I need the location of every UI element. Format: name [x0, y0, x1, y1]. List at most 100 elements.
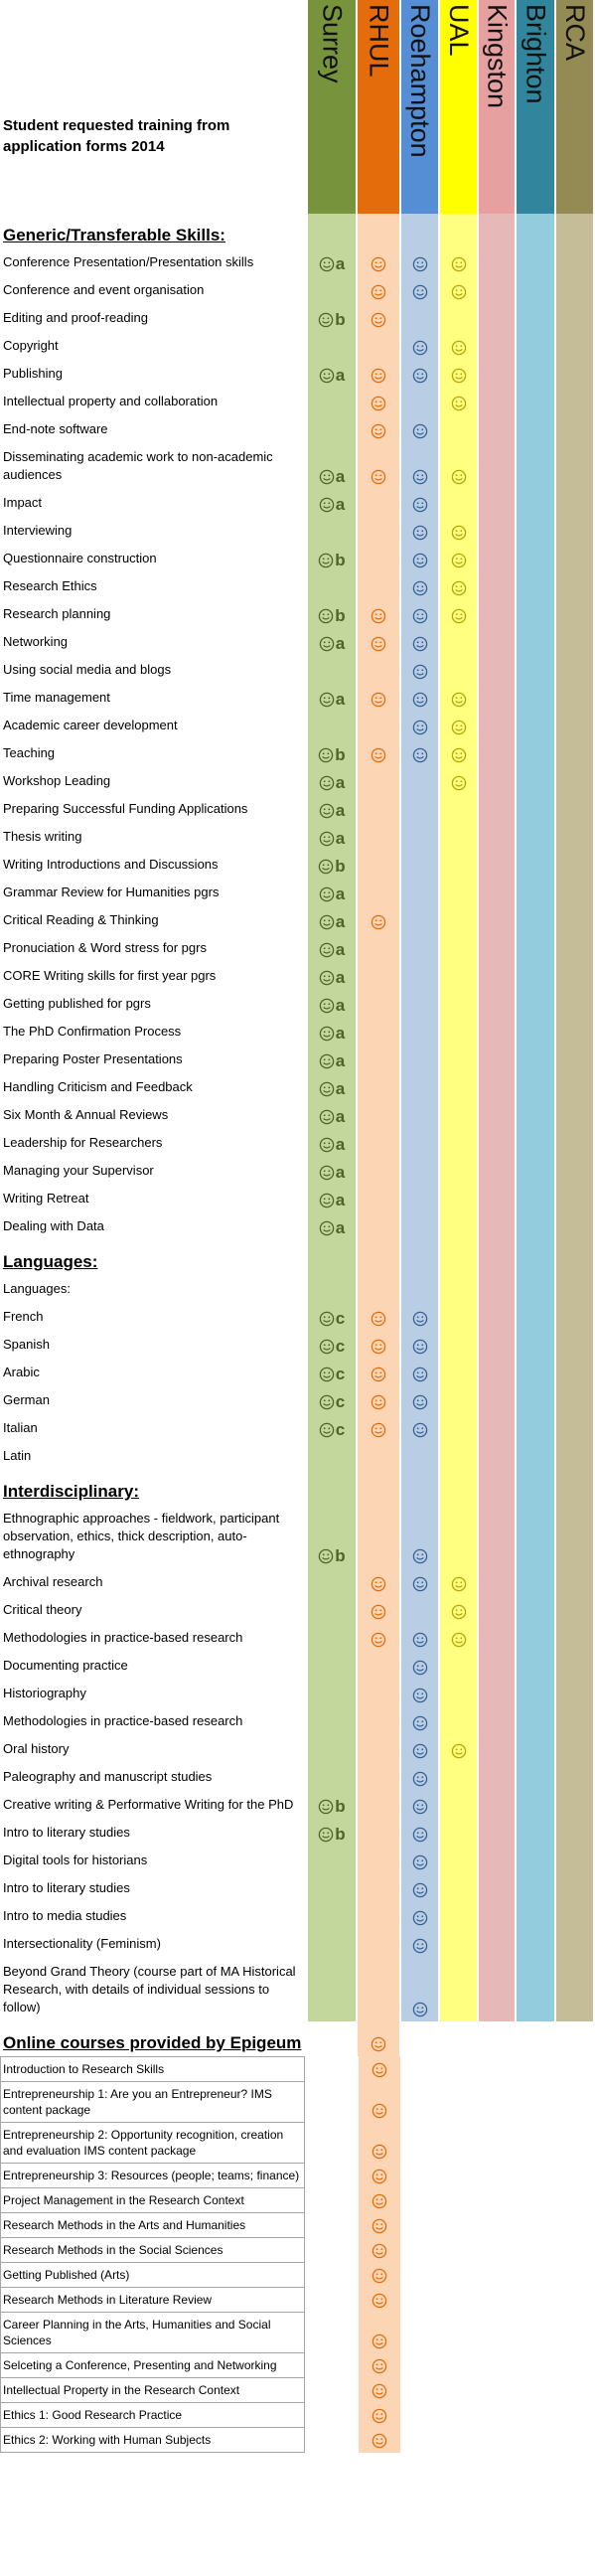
smiley-part [454, 755, 463, 759]
cell [517, 1763, 554, 1791]
smiley-part [379, 1399, 382, 1402]
smiley-icon [372, 2408, 387, 2424]
cell [557, 2238, 594, 2263]
smiley-icon [319, 747, 334, 762]
mark-letter: a [335, 690, 346, 709]
column-header: Brighton [517, 0, 554, 214]
cell [358, 443, 399, 489]
smiley-part [328, 473, 330, 476]
row: Intro to literary studies b [0, 1819, 595, 1847]
smiley-part [416, 373, 419, 376]
cell [358, 248, 399, 276]
mark-letter: a [335, 366, 346, 385]
smiley-part [379, 428, 382, 431]
mark [412, 720, 428, 735]
smiley-part [323, 1803, 325, 1806]
smiley-icon [371, 2036, 386, 2052]
cell [358, 1331, 399, 1359]
row: CORE Writing skills for first year pgrs a [0, 962, 595, 990]
smiley-part [455, 373, 458, 376]
smiley-part [420, 1887, 423, 1890]
cell [401, 360, 438, 388]
smiley-part [328, 1085, 330, 1088]
mark-letter: a [335, 495, 346, 514]
cell [556, 415, 593, 443]
cell [479, 1018, 515, 1046]
smiley-part [319, 256, 335, 271]
mark-letter: a [335, 829, 346, 848]
mark: a [319, 913, 345, 930]
smiley-icon [412, 1367, 427, 1382]
smiley-part [415, 376, 424, 380]
cell: a [308, 443, 356, 489]
row: Historiography [0, 1680, 595, 1707]
cell [401, 1568, 438, 1596]
smiley-icon [319, 1053, 335, 1068]
cell [401, 248, 438, 276]
row: Documenting practice [0, 1652, 595, 1680]
smiley-part [319, 312, 334, 327]
smiley-part [328, 1113, 330, 1116]
smiley-part [420, 1832, 423, 1835]
cell: a [308, 1101, 356, 1129]
smiley-part [319, 803, 335, 818]
cell [308, 1735, 356, 1763]
smiley-part [371, 1576, 386, 1592]
column-name: Kingston [482, 4, 513, 109]
smiley-part [323, 1315, 326, 1318]
smiley-part [455, 261, 458, 264]
cell [556, 2021, 593, 2056]
smiley-icon [451, 720, 466, 735]
smiley-icon [412, 1882, 427, 1898]
mark [372, 2433, 387, 2449]
row: Entrepreneurship 2: Opportunity recognit… [0, 2123, 595, 2164]
cell [401, 1157, 438, 1185]
smiley-part [323, 640, 326, 643]
cell [309, 2353, 357, 2378]
cell [518, 2378, 555, 2403]
smiley-icon [372, 2243, 387, 2259]
row: Entrepreneurship 1: Are you an Entrepren… [0, 2082, 595, 2123]
smiley-part [459, 1581, 462, 1584]
row: Italian c [0, 1414, 595, 1442]
section-heading-row: Generic/Transferable Skills: [0, 214, 595, 248]
smiley-part [375, 2366, 383, 2370]
mark [371, 1394, 386, 1410]
cell [480, 2403, 516, 2428]
mark [371, 469, 386, 485]
cell [479, 1958, 515, 2021]
mark-letter: a [335, 996, 346, 1015]
cell [358, 879, 399, 906]
cell [308, 1958, 356, 2021]
row-label: Intro to media studies [3, 1908, 127, 1923]
smiley-part [454, 588, 463, 592]
mark [412, 423, 428, 439]
cell [402, 2213, 439, 2238]
smiley-part [375, 2067, 378, 2070]
cell [556, 851, 593, 879]
cell [479, 545, 515, 572]
cell [556, 1442, 593, 1470]
section-heading-row: Languages: [0, 1240, 595, 1275]
cell [557, 2082, 594, 2123]
cell [440, 823, 477, 851]
column-name: RHUL [364, 4, 394, 78]
cell [440, 1386, 477, 1414]
mark: a [319, 1164, 345, 1181]
cell [440, 656, 477, 684]
smiley-icon [372, 2193, 387, 2209]
cell [401, 517, 438, 545]
cell [440, 990, 477, 1018]
cell [479, 739, 515, 767]
mark [451, 1576, 467, 1592]
cell [556, 934, 593, 962]
row: Thesis writing a [0, 823, 595, 851]
row-label: Entrepreneurship 3: Resources (people; t… [0, 2164, 305, 2188]
smiley-part [328, 1197, 330, 1200]
smiley-part [455, 613, 458, 616]
smiley-part [454, 403, 463, 407]
row-label: Spanish [3, 1337, 50, 1352]
smiley-part [374, 752, 377, 755]
smiley-icon [319, 469, 335, 484]
smiley-icon [319, 1311, 335, 1326]
